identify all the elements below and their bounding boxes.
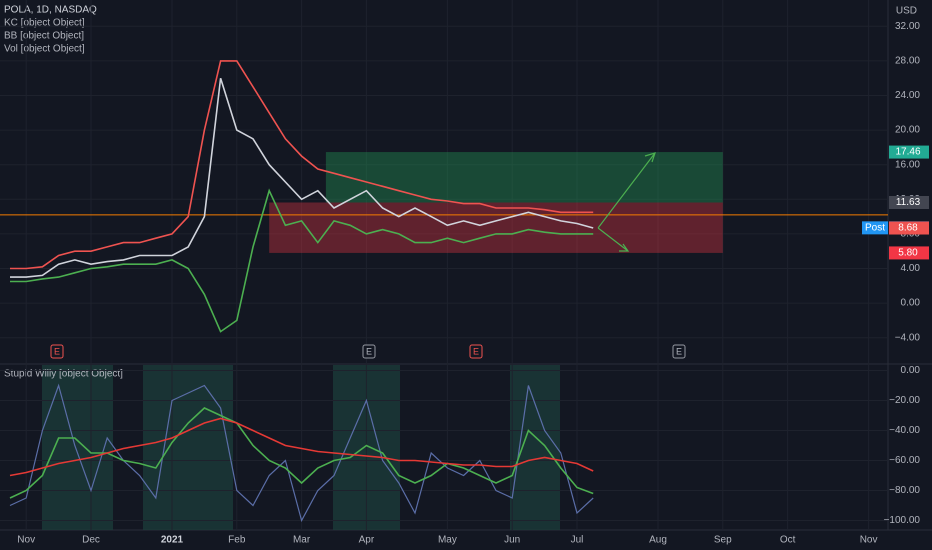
stop-zone: [269, 202, 723, 253]
y-tick-label: −60.00: [889, 455, 920, 466]
x-tick-label: Nov: [17, 535, 35, 546]
price-tag-label: 8.68: [898, 223, 918, 234]
y-tick-label: 32.00: [895, 21, 920, 32]
zone: [42, 365, 113, 530]
x-tick-label: Sep: [714, 535, 732, 546]
earnings-label: E: [54, 346, 60, 356]
earnings-label: E: [473, 346, 479, 356]
x-tick-label: 2021: [161, 535, 184, 546]
y-tick-label: −4.00: [895, 332, 921, 343]
x-tick-label: Nov: [860, 535, 878, 546]
x-tick-label: Oct: [780, 535, 796, 546]
y-tick-label: −80.00: [889, 485, 920, 496]
symbol-title: POLA, 1D, NASDAQ: [4, 5, 97, 16]
y-tick-label: −20.00: [889, 395, 920, 406]
series-line: [9, 383, 594, 523]
earnings-badge: [50, 344, 64, 359]
currency: USD: [896, 6, 917, 17]
y-tick-label: −40.00: [889, 425, 920, 436]
target-zone: [325, 152, 723, 203]
x-tick-label: Jun: [504, 535, 520, 546]
x-tick-label: Jul: [571, 535, 584, 546]
price-tag: [889, 145, 929, 159]
earnings-badge: [672, 344, 686, 359]
legend-item: Vol [object Object]: [4, 44, 85, 55]
x-tick-label: Aug: [649, 535, 667, 546]
arrow: [597, 227, 630, 252]
price-tag: [889, 246, 929, 260]
arrow: [597, 152, 656, 229]
series-line: [10, 77, 594, 278]
zone: [510, 365, 560, 530]
legend-item: KC [object Object]: [4, 18, 85, 29]
x-tick-label: Mar: [293, 535, 311, 546]
x-tick-label: Dec: [82, 535, 100, 546]
x-tick-label: Feb: [228, 535, 246, 546]
series-line: [9, 417, 594, 477]
price-tag-label: 5.80: [898, 248, 918, 259]
y-tick-label: 28.00: [895, 56, 920, 67]
post-badge: [862, 221, 888, 235]
earnings-label: E: [676, 346, 682, 356]
y-tick-label: 4.00: [901, 263, 921, 274]
y-tick-label: −100.00: [884, 515, 921, 526]
x-tick-label: May: [438, 535, 457, 546]
post-label: Post: [865, 222, 885, 233]
y-tick-label: 24.00: [895, 90, 920, 101]
y-tick-label: 16.00: [895, 159, 920, 170]
price-tag-label: 11.63: [896, 197, 921, 208]
price-tag: [889, 221, 929, 235]
earnings-badge: [362, 344, 376, 359]
y-tick-label: 0.00: [901, 365, 921, 376]
earnings-label: E: [366, 346, 372, 356]
price-tag-label: 17.46: [895, 147, 920, 158]
osc-title: Stupid Willy [object Object]: [4, 369, 123, 380]
y-tick-label: 20.00: [895, 125, 920, 136]
series-line: [10, 188, 594, 333]
series-line: [10, 60, 594, 270]
zone: [143, 365, 233, 530]
legend-item: BB [object Object]: [4, 31, 84, 42]
y-tick-label: 0.00: [901, 298, 921, 309]
price-tag: [889, 196, 929, 210]
x-tick-label: Apr: [359, 535, 375, 546]
earnings-badge: [469, 344, 483, 359]
